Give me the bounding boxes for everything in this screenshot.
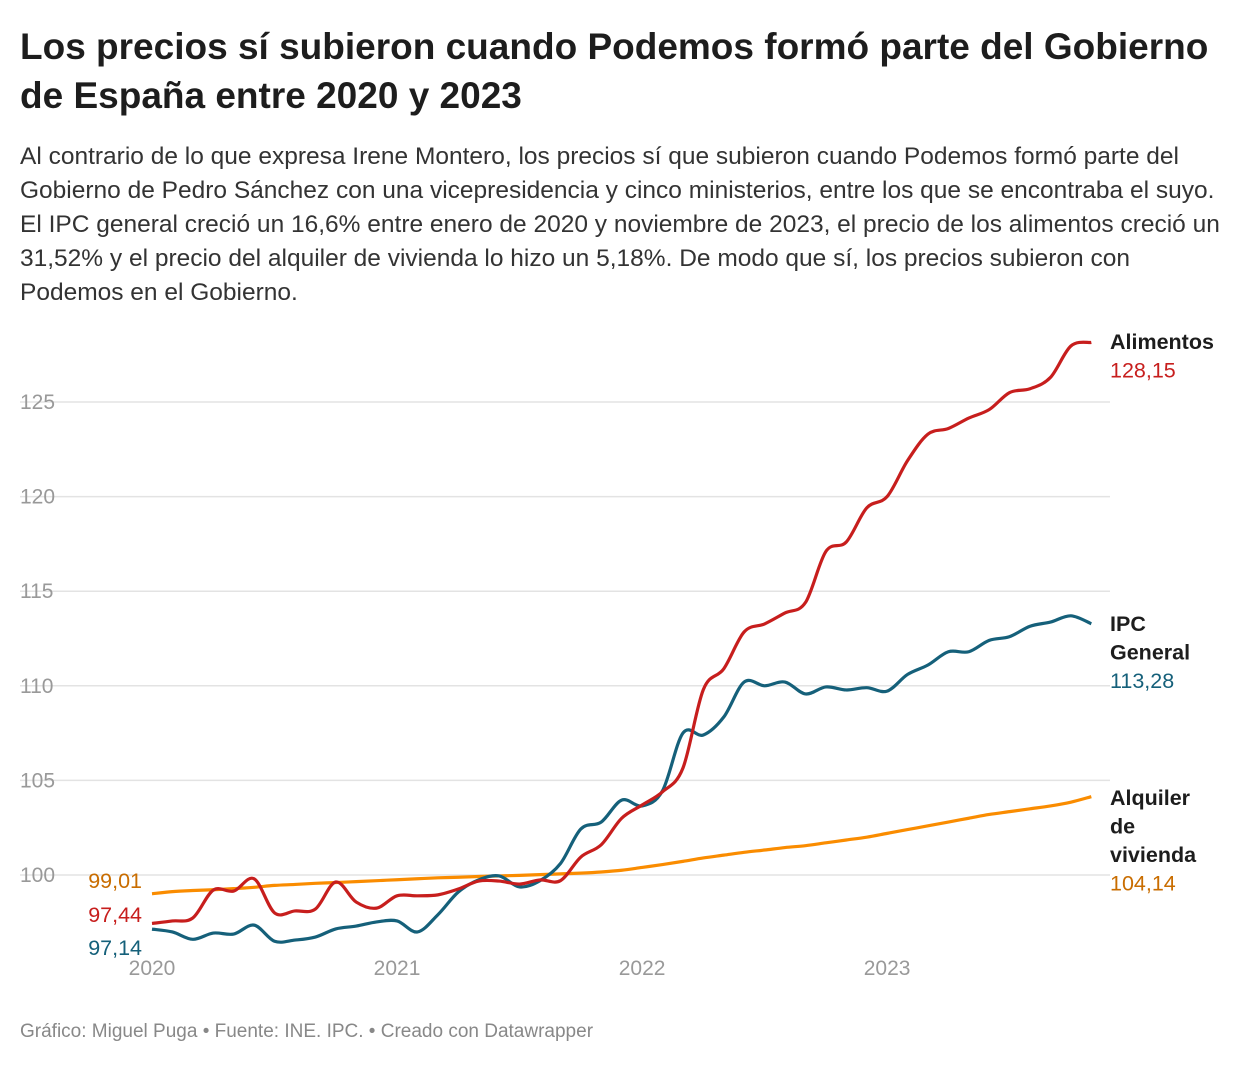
x-tick-label: 2021 [374, 957, 421, 980]
chart-title: Los precios sí subieron cuando Podemos f… [20, 26, 1209, 116]
start-value-label: 97,44 [88, 903, 142, 927]
y-tick-label: 120 [20, 486, 55, 509]
x-tick-label: 2022 [619, 957, 666, 980]
series-name-label: IPC General [1110, 612, 1190, 665]
x-tick-label: 2023 [864, 957, 911, 980]
y-tick-label: 105 [20, 769, 55, 792]
series-line-alquiler-de-vivienda [151, 795, 1092, 896]
series-name-label: Alimentos [1110, 330, 1214, 354]
series-line-alimentos [151, 340, 1092, 926]
start-value-label: 97,14 [88, 936, 142, 960]
y-tick-label: 115 [20, 580, 53, 603]
y-tick-label: 125 [20, 391, 55, 414]
end-value-label: 128,15 [1110, 359, 1176, 383]
start-value-label: 99,01 [88, 869, 142, 893]
series-name-label: Alquiler de vivienda [1110, 786, 1197, 867]
x-tick-label: 2020 [129, 957, 176, 980]
series-line-ipc-general [151, 614, 1092, 944]
end-value-label: 113,28 [1110, 669, 1174, 693]
y-tick-label: 110 [20, 675, 53, 698]
y-tick-label: 100 [20, 864, 55, 887]
chart-subtitle: Al contrario de lo que expresa Irene Mon… [20, 143, 1220, 306]
chart-footer: Gráfico: Miguel Puga • Fuente: INE. IPC.… [20, 1021, 594, 1042]
end-value-label: 104,14 [1110, 872, 1176, 896]
